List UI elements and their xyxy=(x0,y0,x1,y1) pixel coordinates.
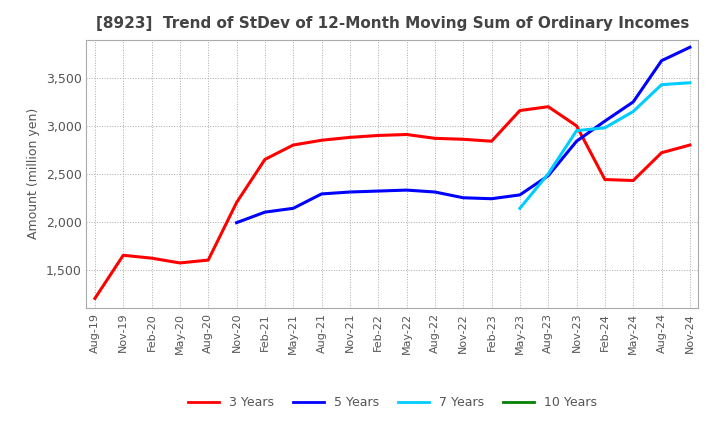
Legend: 3 Years, 5 Years, 7 Years, 10 Years: 3 Years, 5 Years, 7 Years, 10 Years xyxy=(183,392,602,414)
Y-axis label: Amount (million yen): Amount (million yen) xyxy=(27,108,40,239)
Title: [8923]  Trend of StDev of 12-Month Moving Sum of Ordinary Incomes: [8923] Trend of StDev of 12-Month Moving… xyxy=(96,16,689,32)
